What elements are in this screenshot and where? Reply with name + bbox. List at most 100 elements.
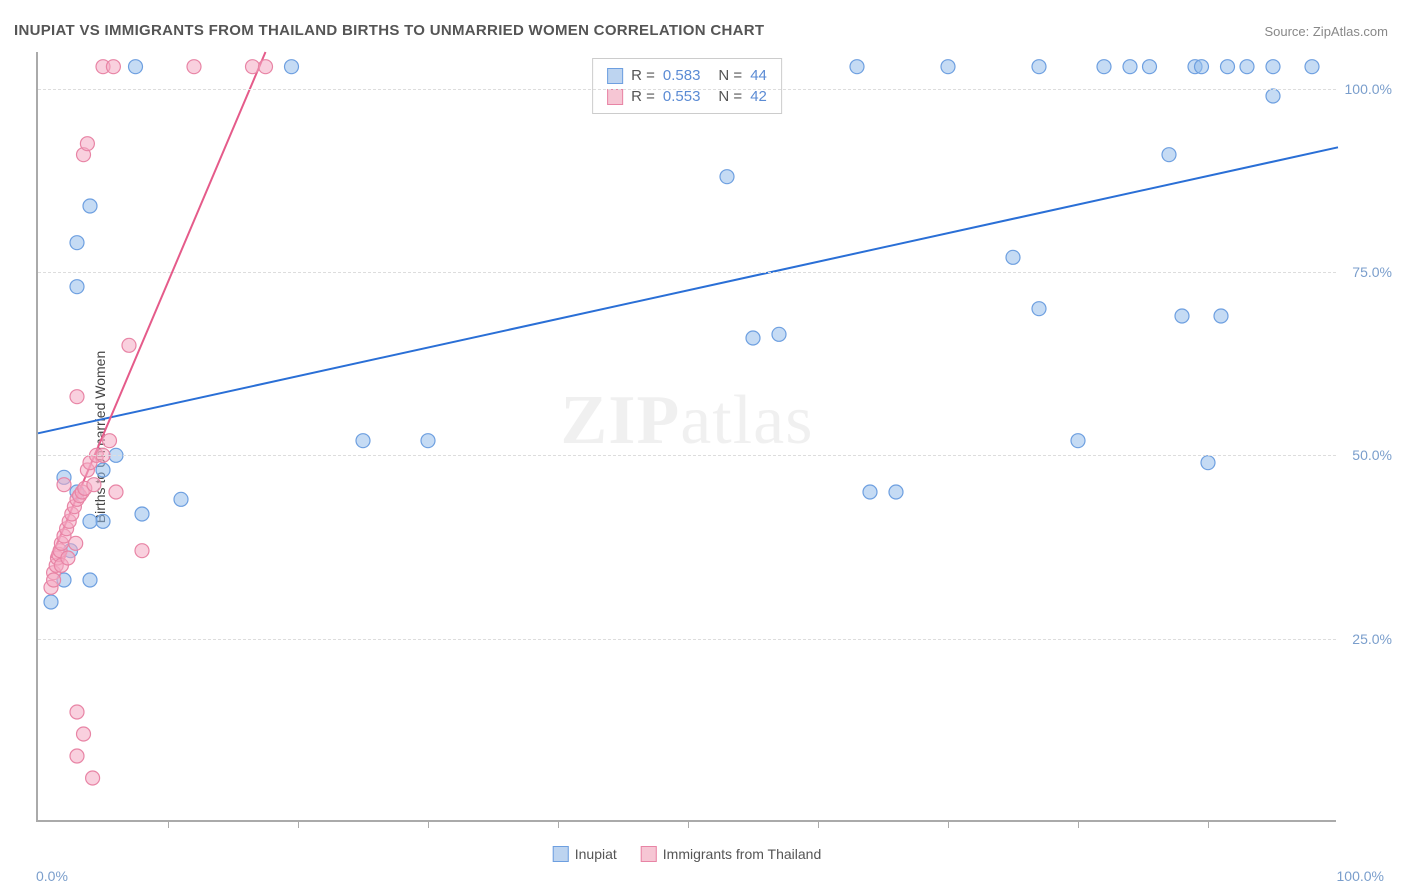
data-point: [1032, 302, 1046, 316]
legend-swatch: [607, 89, 623, 105]
x-tick: [558, 820, 559, 828]
legend-r-value: 0.553: [663, 88, 701, 105]
data-point: [86, 771, 100, 785]
x-tick: [168, 820, 169, 828]
data-point: [1266, 89, 1280, 103]
data-point: [1201, 456, 1215, 470]
legend-bottom-item: Inupiat: [553, 846, 617, 862]
data-point: [1071, 434, 1085, 448]
source-attribution: Source: ZipAtlas.com: [1264, 24, 1388, 39]
data-point: [103, 434, 117, 448]
legend-swatch: [553, 846, 569, 862]
x-tick: [688, 820, 689, 828]
data-point: [772, 327, 786, 341]
data-point: [70, 705, 84, 719]
data-point: [1240, 60, 1254, 74]
y-tick-label: 100.0%: [1345, 81, 1392, 97]
data-point: [135, 544, 149, 558]
data-point: [1006, 250, 1020, 264]
data-point: [1305, 60, 1319, 74]
data-point: [106, 60, 120, 74]
data-point: [70, 280, 84, 294]
data-point: [70, 749, 84, 763]
data-point: [1266, 60, 1280, 74]
legend-n-value: 44: [750, 67, 767, 84]
data-point: [47, 573, 61, 587]
data-point: [83, 199, 97, 213]
data-point: [1221, 60, 1235, 74]
legend-swatch: [607, 68, 623, 84]
data-point: [135, 507, 149, 521]
data-point: [720, 170, 734, 184]
data-point: [1214, 309, 1228, 323]
data-point: [44, 595, 58, 609]
x-tick: [1208, 820, 1209, 828]
legend-bottom: Inupiat Immigrants from Thailand: [553, 846, 822, 862]
x-tick-label: 0.0%: [36, 868, 68, 884]
legend-r-label: R =: [631, 88, 655, 105]
data-point: [1162, 148, 1176, 162]
data-point: [187, 60, 201, 74]
source-prefix: Source:: [1264, 24, 1312, 39]
data-point: [69, 536, 83, 550]
x-tick: [298, 820, 299, 828]
data-point: [96, 463, 110, 477]
data-point: [129, 60, 143, 74]
data-point: [850, 60, 864, 74]
data-point: [1195, 60, 1209, 74]
y-tick-label: 25.0%: [1352, 631, 1392, 647]
regression-line: [38, 147, 1338, 433]
legend-r-value: 0.583: [663, 67, 701, 84]
legend-n-value: 42: [750, 88, 767, 105]
data-point: [77, 727, 91, 741]
x-tick: [428, 820, 429, 828]
gridline-h: [38, 639, 1336, 640]
chart-title: INUPIAT VS IMMIGRANTS FROM THAILAND BIRT…: [14, 22, 764, 39]
data-point: [80, 137, 94, 151]
plot-container: Births to Unmarried Women ZIPatlas R = 0…: [36, 52, 1392, 822]
legend-label: Inupiat: [575, 846, 617, 862]
data-point: [889, 485, 903, 499]
y-tick-label: 50.0%: [1352, 447, 1392, 463]
data-point: [1097, 60, 1111, 74]
scatter-svg: [38, 52, 1338, 822]
gridline-h: [38, 89, 1336, 90]
data-point: [246, 60, 260, 74]
data-point: [70, 390, 84, 404]
data-point: [1032, 60, 1046, 74]
legend-top-row: R = 0.583 N = 44: [607, 65, 767, 86]
legend-swatch: [641, 846, 657, 862]
data-point: [61, 551, 75, 565]
data-point: [259, 60, 273, 74]
x-tick-label: 100.0%: [1337, 868, 1384, 884]
data-point: [421, 434, 435, 448]
gridline-h: [38, 455, 1336, 456]
y-tick-label: 75.0%: [1352, 264, 1392, 280]
data-point: [285, 60, 299, 74]
data-point: [941, 60, 955, 74]
data-point: [87, 478, 101, 492]
data-point: [356, 434, 370, 448]
plot-area: ZIPatlas R = 0.583N = 44R = 0.553N = 42 …: [36, 52, 1336, 822]
data-point: [1175, 309, 1189, 323]
data-point: [863, 485, 877, 499]
data-point: [83, 573, 97, 587]
data-point: [1143, 60, 1157, 74]
data-point: [96, 514, 110, 528]
legend-bottom-item: Immigrants from Thailand: [641, 846, 821, 862]
legend-n-label: N =: [718, 67, 742, 84]
x-tick: [1078, 820, 1079, 828]
data-point: [1123, 60, 1137, 74]
source-name: ZipAtlas.com: [1313, 24, 1388, 39]
data-point: [746, 331, 760, 345]
data-point: [174, 492, 188, 506]
data-point: [57, 478, 71, 492]
data-point: [122, 338, 136, 352]
x-tick: [948, 820, 949, 828]
data-point: [109, 485, 123, 499]
data-point: [70, 236, 84, 250]
data-point: [83, 514, 97, 528]
legend-r-label: R =: [631, 67, 655, 84]
gridline-h: [38, 272, 1336, 273]
legend-n-label: N =: [718, 88, 742, 105]
